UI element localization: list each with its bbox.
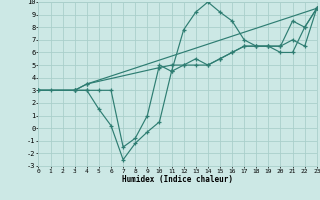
X-axis label: Humidex (Indice chaleur): Humidex (Indice chaleur) bbox=[122, 175, 233, 184]
